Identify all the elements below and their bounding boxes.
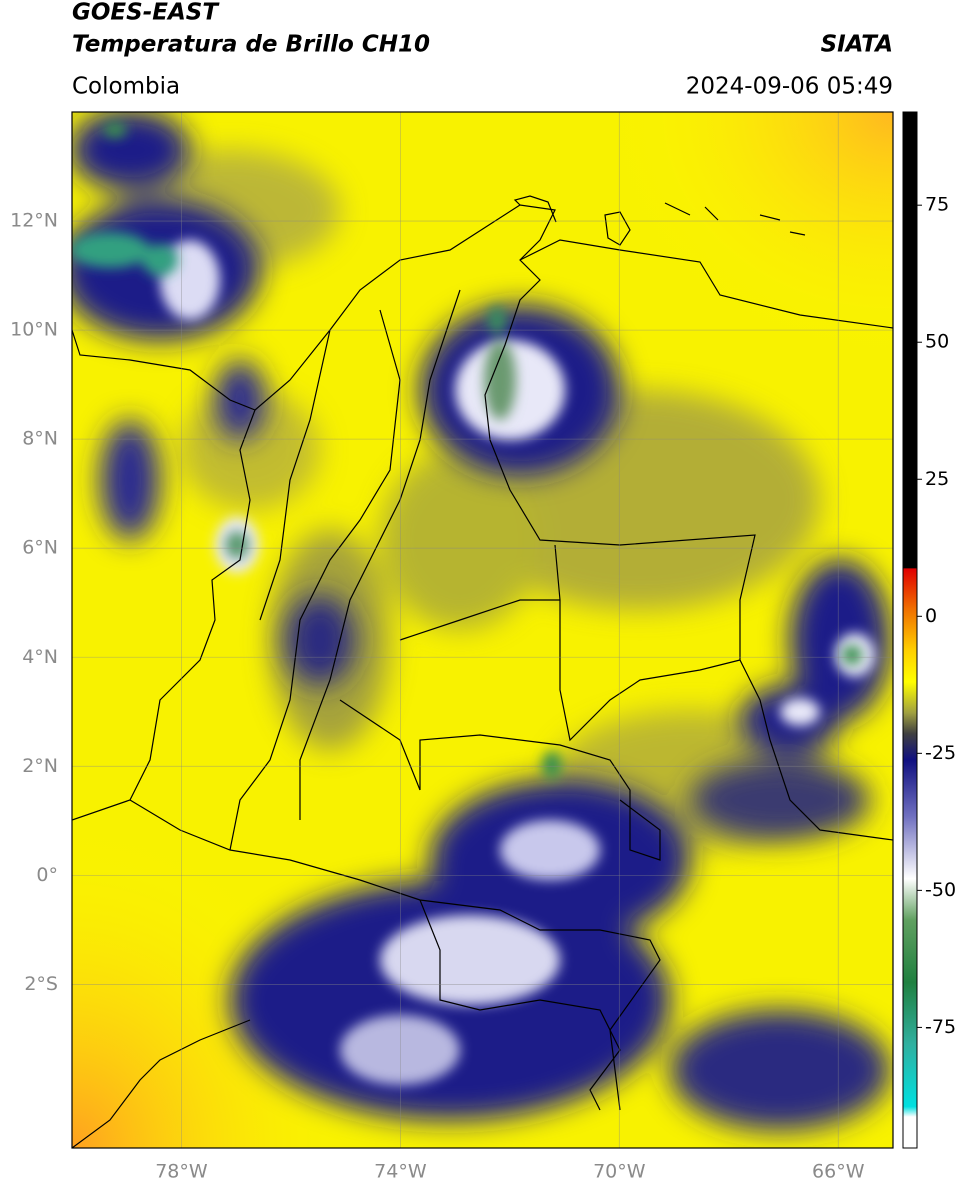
colorbar-tick-label: 0 (925, 605, 937, 627)
lon-tick-label: 74°W (374, 1161, 427, 1183)
colorbar-tick-label: -75 (925, 1016, 956, 1038)
colorbar-tick-label: 25 (925, 468, 949, 490)
lon-tick-label: 70°W (593, 1161, 646, 1183)
graticule (72, 112, 893, 1148)
colorbar (902, 111, 918, 1149)
lat-tick-label: 2°S (24, 973, 58, 995)
lon-tick-label: 78°W (155, 1161, 208, 1183)
lat-tick-label: 10°N (10, 319, 58, 341)
datetime: 2024-09-06 05:49 (686, 74, 893, 100)
lat-tick-label: 12°N (10, 210, 58, 232)
lat-tick-label: 8°N (22, 428, 58, 450)
product: Temperatura de Brillo CH10 (72, 32, 430, 58)
map-frame (71, 111, 894, 1149)
colorbar-tick-label: 50 (925, 331, 949, 353)
colorbar-tick-label: -50 (925, 879, 956, 901)
satellite: GOES-EAST (72, 0, 220, 26)
colorbar-tick-label: -25 (925, 742, 956, 764)
colorbar-tick-label: 75 (925, 194, 949, 216)
lat-tick-label: 4°N (22, 646, 58, 668)
organization: SIATA (821, 32, 893, 58)
lat-tick-label: 6°N (22, 537, 58, 559)
lat-tick-label: 2°N (22, 755, 58, 777)
lon-tick-label: 66°W (812, 1161, 865, 1183)
lat-tick-label: 0° (36, 864, 58, 886)
map-image (72, 112, 893, 1148)
region: Colombia (72, 74, 180, 100)
